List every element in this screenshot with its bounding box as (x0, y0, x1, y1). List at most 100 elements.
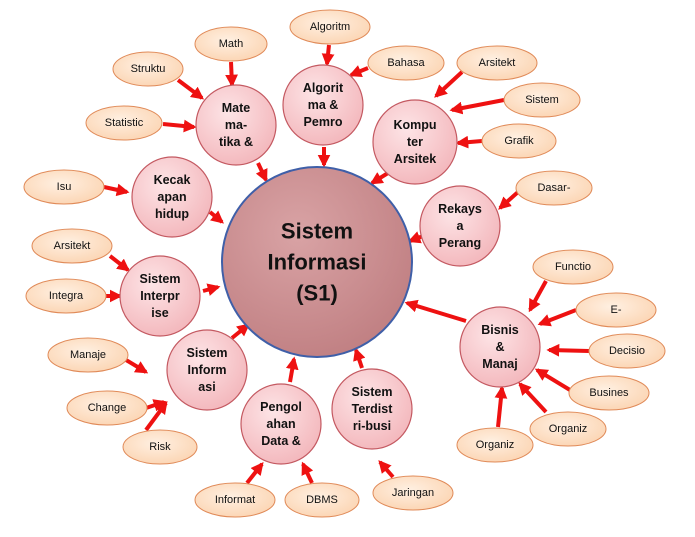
subtopic-label: Busines (589, 387, 629, 399)
subtopic-label: Organiz (549, 423, 588, 435)
arrow-l-isu-to-n-kecakapan (103, 183, 130, 197)
center-label-line-1: Sistem (281, 219, 353, 244)
topic-node-circle (331, 368, 413, 450)
arrow-l-decisio-to-n-bisnis (546, 343, 590, 357)
subtopic-label: Arsitekt (54, 240, 91, 252)
arrow-l-grafik-to-n-komputer (455, 135, 483, 149)
subtopic-jaringan: Jaringan (372, 475, 454, 511)
subtopic-label: Informat (215, 494, 255, 506)
arrow-l-e-to-n-bisnis (537, 308, 577, 327)
topic-node-circle (459, 306, 541, 388)
subtopic-label: Dasar- (537, 182, 570, 194)
topic-node-label-line-2: a (457, 219, 465, 233)
subtopic-risk: Risk (122, 429, 198, 465)
subtopic-ellipse (575, 292, 657, 328)
subtopic-label: Change (88, 402, 127, 414)
subtopic-ellipse (85, 105, 163, 141)
topic-node-kecakapan: Kecak apan hidup (131, 156, 213, 238)
subtopic-ellipse (31, 228, 113, 264)
topic-node-label-line-2: Terdist (352, 402, 394, 416)
arrow-l-arsitekt-left-to-n-enterprise (108, 254, 131, 272)
topic-node-label-line-3: Arsitek (394, 152, 436, 166)
topic-node-pengolahan: Pengol ahan Data & (240, 383, 322, 465)
arrow-l-sistem-top-to-n-komputer (449, 98, 505, 115)
topic-node-label-line-1: Sistem (140, 272, 181, 286)
topic-node-label-line-3: asi (198, 380, 215, 394)
topic-node-circle (240, 383, 322, 465)
topic-node-label-line-2: ahan (266, 417, 295, 431)
arrow-l-manaje-to-n-sisinformasi (124, 358, 149, 374)
center-topic-sistem-informasi: Sistem Informasi (S1) (221, 166, 413, 358)
topic-node-label-line-2: Interpr (140, 289, 180, 303)
topic-node-algoritma: Algorit ma & Pemro (282, 64, 364, 146)
subtopic-label: Manaje (70, 349, 106, 361)
topic-node-label-line-1: Bisnis (481, 323, 519, 337)
topic-node-circle (195, 84, 277, 166)
center-circle (221, 166, 413, 358)
arrow-l-organiz-right-to-n-bisnis (518, 382, 548, 414)
subtopic-label: Math (219, 38, 243, 50)
subtopic-label: DBMS (306, 494, 338, 506)
subtopic-ellipse (112, 51, 184, 87)
arrow-l-struktu-to-n-matematika (176, 78, 205, 100)
topic-node-circle (419, 185, 501, 267)
subtopic-label: Isu (57, 181, 72, 193)
arrow-l-statistic-to-n-matematika (162, 119, 197, 133)
subtopic-label: Organiz (476, 439, 515, 451)
topic-node-label-line-3: ise (151, 306, 168, 320)
subtopic-struktu: Struktu (112, 51, 184, 87)
topic-node-label-line-3: Pemro (304, 115, 343, 129)
arrow-l-change-to-n-sisinformasi (145, 399, 167, 412)
arrow-n-kecakapan-to-center (208, 210, 224, 224)
topic-node-label-line-2: ma- (225, 118, 247, 132)
topic-node-label-line-3: ri-busi (353, 419, 391, 433)
subtopic-arsitekt-top: Arsitekt (456, 45, 538, 81)
center-label-line-3: (S1) (296, 281, 338, 306)
subtopic-ellipse (289, 9, 371, 45)
arrow-l-functio-to-n-bisnis (528, 280, 548, 313)
subtopic-label: Functio (555, 261, 591, 273)
topic-node-komputer: Kompu ter Arsitek (372, 99, 458, 185)
arrow-n-enterprise-to-center (202, 283, 221, 296)
subtopic-algoritm: Algoritm (289, 9, 371, 45)
subtopic-informat: Informat (194, 482, 276, 518)
topic-node-circle (166, 329, 248, 411)
topic-node-terdistribusi: Sistem Terdist ri-busi (331, 368, 413, 450)
subtopic-ellipse (456, 427, 534, 463)
topic-node-label-line-3: Data & (261, 434, 301, 448)
arrow-l-busines-to-n-bisnis (534, 368, 572, 392)
subtopic-busines: Busines (568, 375, 650, 411)
topic-node-rekayasa: Rekays a Perang (419, 185, 501, 267)
arrow-l-organiz-left-to-n-bisnis (494, 385, 508, 428)
subtopic-label: Arsitekt (479, 57, 516, 69)
topic-node-circle (372, 99, 458, 185)
subtopic-manaje: Manaje (47, 337, 129, 373)
topic-node-matematika: Mate ma-tika & (195, 84, 277, 166)
topic-node-label-line-2: ma & (308, 98, 339, 112)
topic-node-label-line-1: Sistem (352, 385, 393, 399)
subtopic-ellipse (588, 333, 666, 369)
topic-node-label-line-1: Sistem (187, 346, 228, 360)
arrow-n-pengolahan-to-center (285, 356, 299, 383)
subtopic-ellipse (568, 375, 650, 411)
topic-node-label-line-1: Pengol (260, 400, 302, 414)
subtopic-ellipse (503, 82, 581, 118)
topic-node-circle (119, 255, 201, 337)
arrow-n-bisnis-to-center (404, 299, 467, 323)
topic-node-label-line-3: Perang (439, 236, 481, 250)
arrow-n-matematika-to-center (255, 162, 268, 183)
topic-node-label-line-1: Mate (222, 101, 251, 115)
subtopic-organiz-right: Organiz (529, 411, 607, 447)
subtopic-arsitekt-left: Arsitekt (31, 228, 113, 264)
topic-node-circle (282, 64, 364, 146)
arrows-layer (103, 44, 590, 485)
topic-node-label-line-1: Kompu (393, 118, 436, 132)
arrow-l-jaringan-to-n-terdistribusi (378, 460, 395, 479)
subtopic-label: Grafik (504, 135, 534, 147)
subtopic-ellipse (66, 390, 148, 426)
subtopic-ellipse (23, 169, 105, 205)
topic-node-label-line-1: Algorit (303, 81, 344, 95)
subtopic-sistem-top: Sistem (503, 82, 581, 118)
